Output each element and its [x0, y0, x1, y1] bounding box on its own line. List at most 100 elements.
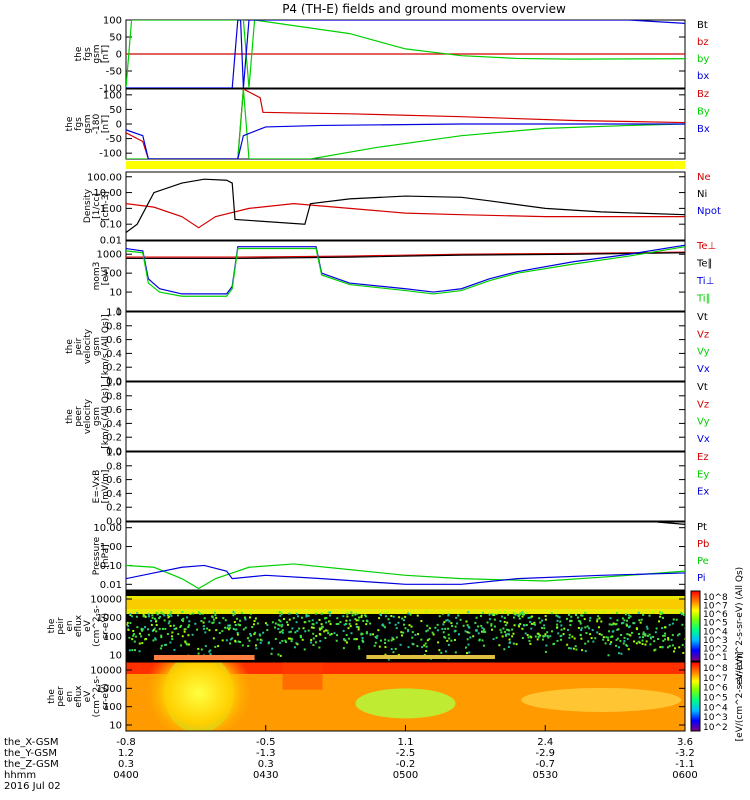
spec-pixel	[204, 631, 207, 634]
spec-pixel	[202, 621, 205, 624]
spec-pixel	[390, 614, 393, 617]
spec-pixel	[654, 631, 657, 634]
spec-pixel	[579, 620, 582, 623]
spec-pixel	[512, 616, 515, 619]
series-line-fgs_lpf-2	[126, 123, 685, 159]
spec-pixel	[481, 630, 484, 633]
spec-pixel	[500, 615, 503, 618]
spec-pixel	[518, 625, 521, 628]
spec-pixel	[468, 651, 471, 654]
spec-pixel	[589, 616, 592, 619]
spec-pixel	[132, 629, 135, 632]
y-axis-label: en	[65, 620, 75, 631]
spec-pixel	[188, 620, 191, 623]
spec-pixel	[274, 637, 277, 640]
spec-pixel	[671, 634, 674, 637]
spec-pixel	[156, 613, 159, 616]
spec-pixel	[182, 617, 185, 620]
legend-entry: Ti⊥	[696, 276, 714, 287]
spec-pixel	[664, 638, 667, 641]
spec-pixel	[249, 612, 252, 615]
spec-pixel	[360, 633, 363, 636]
spec-pixel	[247, 644, 250, 647]
spec-pixel	[644, 643, 647, 646]
spec-pixel	[584, 642, 587, 645]
spec-pixel	[499, 628, 502, 631]
spec-pixel	[407, 646, 410, 649]
spec-pixel	[169, 641, 172, 644]
spec-pixel	[504, 630, 507, 633]
spec-pixel	[303, 648, 306, 651]
spec-pixel	[652, 611, 655, 614]
spec-pixel	[580, 628, 583, 631]
spec-pixel	[411, 631, 414, 634]
spec-pixel	[400, 634, 403, 637]
spec-pixel	[228, 627, 231, 630]
spec-pixel	[543, 624, 546, 627]
y-tick-label: 10	[109, 721, 122, 732]
spec-pixel	[578, 619, 581, 622]
spec-pixel	[305, 613, 308, 616]
spec-pixel	[248, 616, 251, 619]
spec-pixel	[652, 635, 655, 638]
spec-pixel	[337, 622, 340, 625]
spec-pixel	[560, 628, 563, 631]
spec-pixel	[214, 645, 217, 648]
spec-pixel	[610, 641, 613, 644]
spec-pixel	[184, 641, 187, 644]
spec-pixel	[443, 621, 446, 624]
spec-pixel	[645, 640, 648, 643]
y-axis-label: Pressure	[92, 536, 102, 575]
spec-pixel	[397, 621, 400, 624]
spec-pixel	[482, 644, 485, 647]
legend-entry: Te∥	[696, 259, 713, 270]
spec-pixel	[454, 625, 457, 628]
spec-pixel	[568, 636, 571, 639]
spec-pixel	[344, 622, 347, 625]
spec-pixel	[315, 621, 318, 624]
spec-pixel	[457, 633, 460, 636]
spec-pixel	[342, 638, 345, 641]
spec-pixel	[379, 639, 382, 642]
panel-peer_velocity: 1.0 0.8 0.6 0.4 0.2 0.0 the peer velocity gsm [km/…	[65, 378, 710, 458]
spec-pixel	[610, 623, 613, 626]
spec-pixel	[598, 617, 601, 620]
spec-pixel	[628, 633, 631, 636]
spec-pixel	[525, 623, 528, 626]
spec-pixel	[187, 643, 190, 646]
spec-pixel	[478, 639, 481, 642]
spec-pixel	[447, 613, 450, 616]
spec-pixel	[627, 648, 630, 651]
panel-frame	[125, 171, 686, 241]
spec-pixel	[217, 645, 220, 648]
x-row-label: the_Z-GSM	[4, 759, 59, 770]
spec-pixel	[305, 615, 308, 618]
spec-pixel	[637, 640, 640, 643]
spec-pixel	[577, 626, 580, 629]
spec-pixel	[447, 627, 450, 630]
y-tick-label: -100	[99, 149, 122, 160]
y-axis-label: [eV]	[101, 267, 111, 286]
spec-pixel	[566, 628, 569, 631]
spec-pixel	[661, 616, 664, 619]
spec-pixel	[642, 631, 645, 634]
y-axis-label: eV	[83, 690, 93, 703]
spec-pixel	[134, 649, 137, 652]
y-axis-label: sr-eV)	[101, 683, 111, 709]
spec-pixel	[226, 627, 229, 630]
spec-pixel	[384, 638, 387, 641]
spec-pixel	[390, 648, 393, 651]
y-axis-label: (cm^2-s-	[92, 676, 102, 718]
spec-pixel	[324, 617, 327, 620]
spec-pixel	[151, 616, 154, 619]
spec-pixel	[507, 645, 510, 648]
spec-pixel	[570, 615, 573, 618]
x-tick-label: -0.8	[116, 737, 136, 748]
spec-pixel	[330, 632, 333, 635]
spec-pixel	[214, 614, 217, 617]
spec-pixel	[312, 632, 315, 635]
colorbar-tick: 10^6	[703, 610, 728, 620]
spec-pixel	[441, 628, 444, 631]
spec-pixel	[254, 617, 257, 620]
